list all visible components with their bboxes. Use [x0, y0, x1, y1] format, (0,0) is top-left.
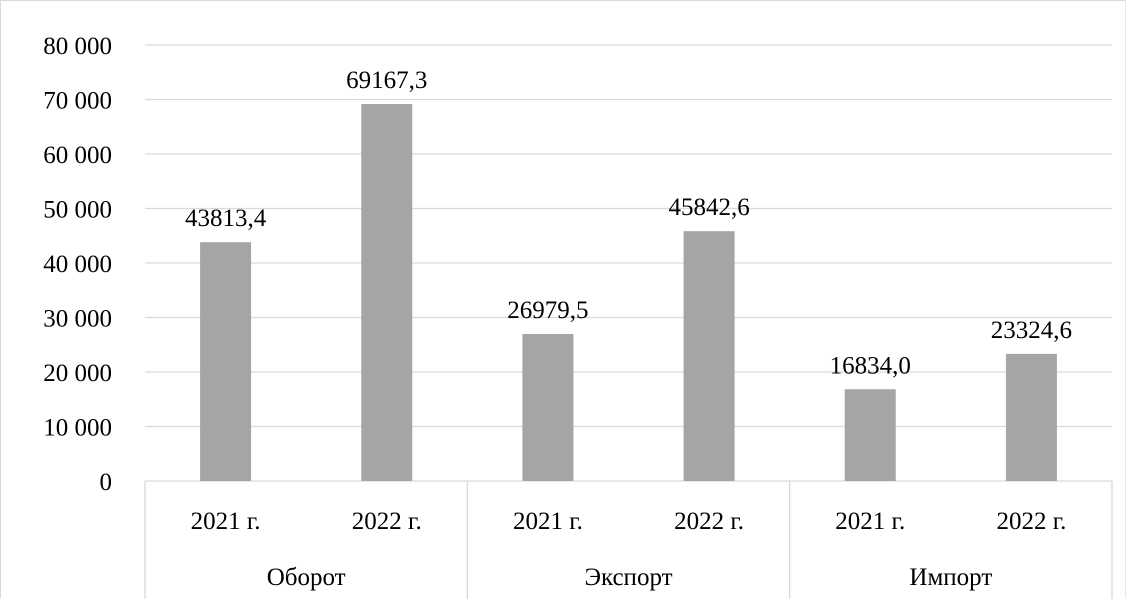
- y-tick-label: 80 000: [43, 33, 112, 60]
- data-label: 16834,0: [830, 352, 911, 379]
- x-axis: 2021 г. 2022 г. Оборот 2021 г. 2022 г. Экспор…: [144, 481, 1113, 599]
- bar-1-2: [361, 104, 413, 482]
- bar-2-1: [522, 333, 574, 481]
- y-tick-label: 40 000: [43, 251, 112, 278]
- y-tick-label: 30 000: [43, 306, 112, 333]
- y-axis-tick-labels: 0 10 000 20 000 30 000 40 000 50 000 60 000 70 …: [43, 33, 112, 496]
- y-tick-label: 60 000: [43, 142, 112, 169]
- data-label: 26979,5: [507, 297, 588, 324]
- y-tick-label: 10 000: [43, 415, 112, 442]
- bar-2-2: [683, 231, 735, 481]
- data-label: 45842,6: [668, 194, 749, 221]
- x-category-label: 2022 г.: [352, 508, 422, 535]
- x-category-label: 2022 г.: [996, 508, 1066, 535]
- y-tick-label: 50 000: [43, 197, 112, 224]
- data-label: 69167,3: [346, 67, 427, 94]
- x-category-label: 2021 г.: [513, 508, 583, 535]
- x-category-label: 2021 г.: [835, 508, 905, 535]
- bars: [200, 104, 1057, 482]
- y-tick-label: 70 000: [43, 88, 112, 115]
- x-group-label: Оборот: [267, 564, 346, 591]
- y-tick-label: 0: [100, 469, 113, 496]
- bar-1-1: [200, 242, 252, 481]
- data-labels: 43813,4 69167,3 26979,5 45842,6 16834,0 23324…: [185, 67, 1072, 379]
- data-label: 43813,4: [185, 205, 267, 232]
- x-category-label: 2022 г.: [674, 508, 744, 535]
- data-label: 23324,6: [991, 317, 1072, 344]
- y-tick-label: 20 000: [43, 360, 112, 387]
- x-group-label: Импорт: [909, 564, 992, 591]
- x-category-label: 2021 г.: [191, 508, 261, 535]
- bar-3-1: [844, 389, 896, 481]
- bar-3-2: [1005, 353, 1057, 481]
- gridlines: [145, 44, 1112, 482]
- x-group-label: Экспорт: [584, 564, 672, 591]
